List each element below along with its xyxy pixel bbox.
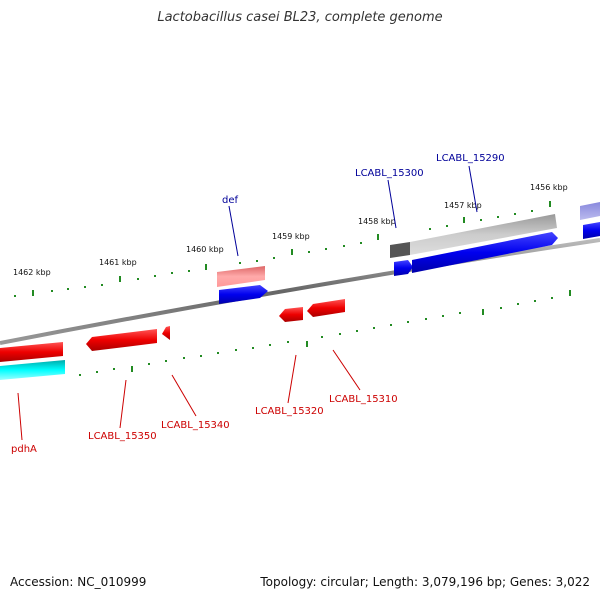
gene-feature-lcabl-15350[interactable] (86, 329, 157, 351)
topology-text: Topology: circular; Length: 3,079,196 bp… (260, 575, 590, 589)
gene-feature-def[interactable] (219, 285, 268, 304)
scale-label: 1461 kbp (99, 258, 137, 267)
scale-label: 1456 kbp (530, 183, 568, 192)
label-leader-lines (17, 165, 478, 441)
gene-label-lcabl-15320[interactable]: LCABL_15320 (255, 406, 324, 417)
gene-feature-lcabl-15340[interactable] (162, 326, 170, 340)
gene-feature-pdhA[interactable] (0, 342, 63, 362)
gene-feature-lcabl-15300[interactable] (394, 260, 413, 276)
gene-label-lcabl-15340[interactable]: LCABL_15340 (161, 420, 230, 431)
scale-label: 1457 kbp (444, 201, 482, 210)
genome-backbone (0, 238, 600, 345)
gene-feature-lcabl-15320[interactable] (279, 307, 303, 322)
scale-label: 1462 kbp (13, 268, 51, 277)
gene-feature-pdhA-cyan[interactable] (0, 360, 65, 380)
gene-feature-lcabl-15300-light[interactable] (390, 242, 410, 258)
gene-feature-def-light[interactable] (217, 266, 265, 287)
accession-text: Accession: NC_010999 (10, 575, 147, 589)
gene-feature-lcabl-15290[interactable] (412, 232, 558, 273)
gene-label-lcabl-15300[interactable]: LCABL_15300 (355, 168, 424, 179)
gene-feature-lcabl-15310[interactable] (307, 299, 345, 317)
inner-tick-ring (79, 290, 571, 376)
gene-feature-lcabl-15290-light[interactable] (410, 214, 557, 255)
gene-label-lcabl-15290[interactable]: LCABL_15290 (436, 153, 505, 164)
outer-tick-ring (14, 201, 551, 297)
gene-label-lcabl-15350[interactable]: LCABL_15350 (88, 431, 157, 442)
gene-label-def[interactable]: def (222, 195, 239, 206)
gene-label-lcabl-15310[interactable]: LCABL_15310 (329, 394, 398, 405)
gene-label-pdhA[interactable]: pdhA (11, 444, 37, 455)
scale-label: 1460 kbp (186, 245, 224, 254)
scale-label: 1458 kbp (358, 217, 396, 226)
map-title: Lactobacillus casei BL23, complete genom… (157, 10, 443, 25)
gene-feature-right-edge-a[interactable] (580, 202, 600, 220)
gene-feature-right-edge-b[interactable] (583, 222, 600, 239)
scale-label: 1459 kbp (272, 232, 310, 241)
